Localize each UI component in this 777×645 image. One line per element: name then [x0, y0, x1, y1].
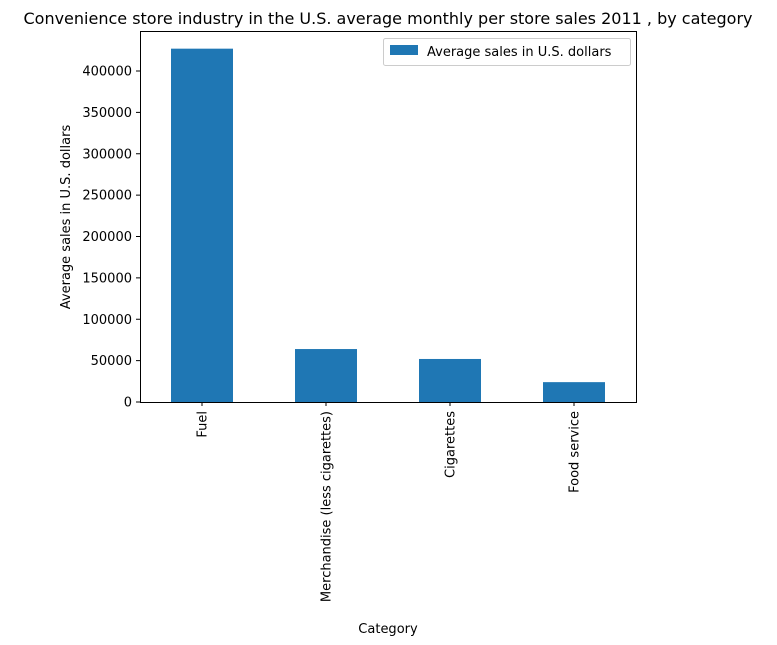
plot-area-frame	[140, 31, 637, 403]
bar-merchandise-less-cigarettes	[295, 349, 357, 402]
y-tick-label: 150000	[82, 271, 132, 286]
x-tick-label: Fuel	[196, 411, 211, 438]
y-axis-ticks: 0 50000 100000 150000 200000 250000 300000 3500…	[82, 65, 140, 411]
bar-cigarettes	[419, 358, 481, 402]
y-tick-label: 250000	[82, 189, 132, 204]
bars-group	[171, 48, 605, 403]
y-tick-label: 300000	[82, 147, 132, 162]
y-tick-label: 400000	[82, 65, 132, 80]
x-axis-ticks: Fuel Merchandise (less cigarettes) Cigaret…	[196, 402, 583, 602]
y-tick-label: 350000	[82, 106, 132, 121]
legend: Average sales in U.S. dollars	[383, 38, 631, 66]
x-tick-label: Food service	[568, 411, 583, 493]
y-tick-label: 0	[124, 396, 132, 411]
y-tick-label: 50000	[91, 354, 132, 369]
y-axis-label: Average sales in U.S. dollars	[59, 125, 74, 310]
chart-title: Convenience store industry in the U.S. a…	[23, 9, 752, 28]
x-tick-label: Merchandise (less cigarettes)	[320, 411, 335, 602]
x-axis-label: Category	[358, 622, 418, 637]
y-tick-label: 200000	[82, 230, 132, 245]
legend-swatch	[390, 45, 418, 55]
bar-fuel	[171, 48, 233, 403]
legend-frame	[383, 38, 631, 66]
y-tick-label: 100000	[82, 313, 132, 328]
bar-food-service	[543, 382, 605, 402]
x-tick-label: Cigarettes	[444, 411, 459, 478]
legend-label: Average sales in U.S. dollars	[427, 45, 612, 60]
